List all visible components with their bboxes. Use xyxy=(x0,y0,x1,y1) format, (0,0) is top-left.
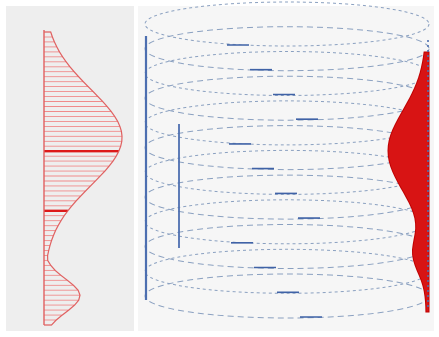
cylinder-background xyxy=(138,6,434,331)
histogram-bars xyxy=(44,31,122,326)
red-profile-shape xyxy=(387,51,430,313)
histogram-background xyxy=(6,6,134,331)
histogram-outline xyxy=(44,31,123,326)
cylinder-ring xyxy=(144,1,430,47)
profile-histogram-panel xyxy=(6,6,134,331)
cylinder-diagram-panel xyxy=(138,1,434,331)
